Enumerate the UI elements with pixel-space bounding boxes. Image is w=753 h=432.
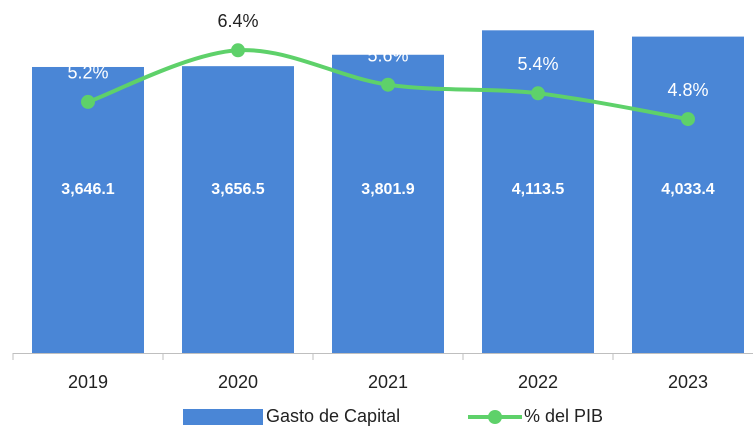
legend-label: % del PIB (524, 406, 603, 426)
bar-label: 3,801.9 (361, 181, 414, 198)
line-label: 4.8% (667, 80, 708, 100)
bar-label: 3,646.1 (61, 181, 114, 198)
legend-swatch (183, 409, 263, 425)
x-tick-label: 2023 (668, 372, 708, 392)
line-label: 5.6% (367, 45, 408, 65)
x-tick-label: 2019 (68, 372, 108, 392)
legend-swatch-marker (488, 410, 502, 424)
line-marker (81, 94, 95, 109)
line-label: 5.4% (517, 54, 558, 74)
bar-label: 3,656.5 (211, 181, 264, 198)
x-tick-label: 2022 (518, 372, 558, 392)
bar-label: 4,033.4 (661, 181, 714, 198)
line-marker (381, 77, 395, 92)
bar (32, 66, 144, 354)
line-marker (681, 112, 695, 127)
bar-label: 4,113.5 (512, 181, 565, 198)
bar (182, 66, 294, 353)
bar (332, 54, 444, 354)
line-marker (531, 86, 545, 101)
line-label: 6.4% (217, 11, 258, 31)
line-label: 5.2% (67, 63, 108, 83)
x-tick-label: 2021 (368, 372, 408, 392)
legend-label: Gasto de Capital (266, 406, 400, 426)
x-tick-label: 2020 (218, 372, 258, 392)
bar (632, 36, 744, 354)
bar (482, 30, 594, 353)
line-marker (231, 43, 245, 58)
